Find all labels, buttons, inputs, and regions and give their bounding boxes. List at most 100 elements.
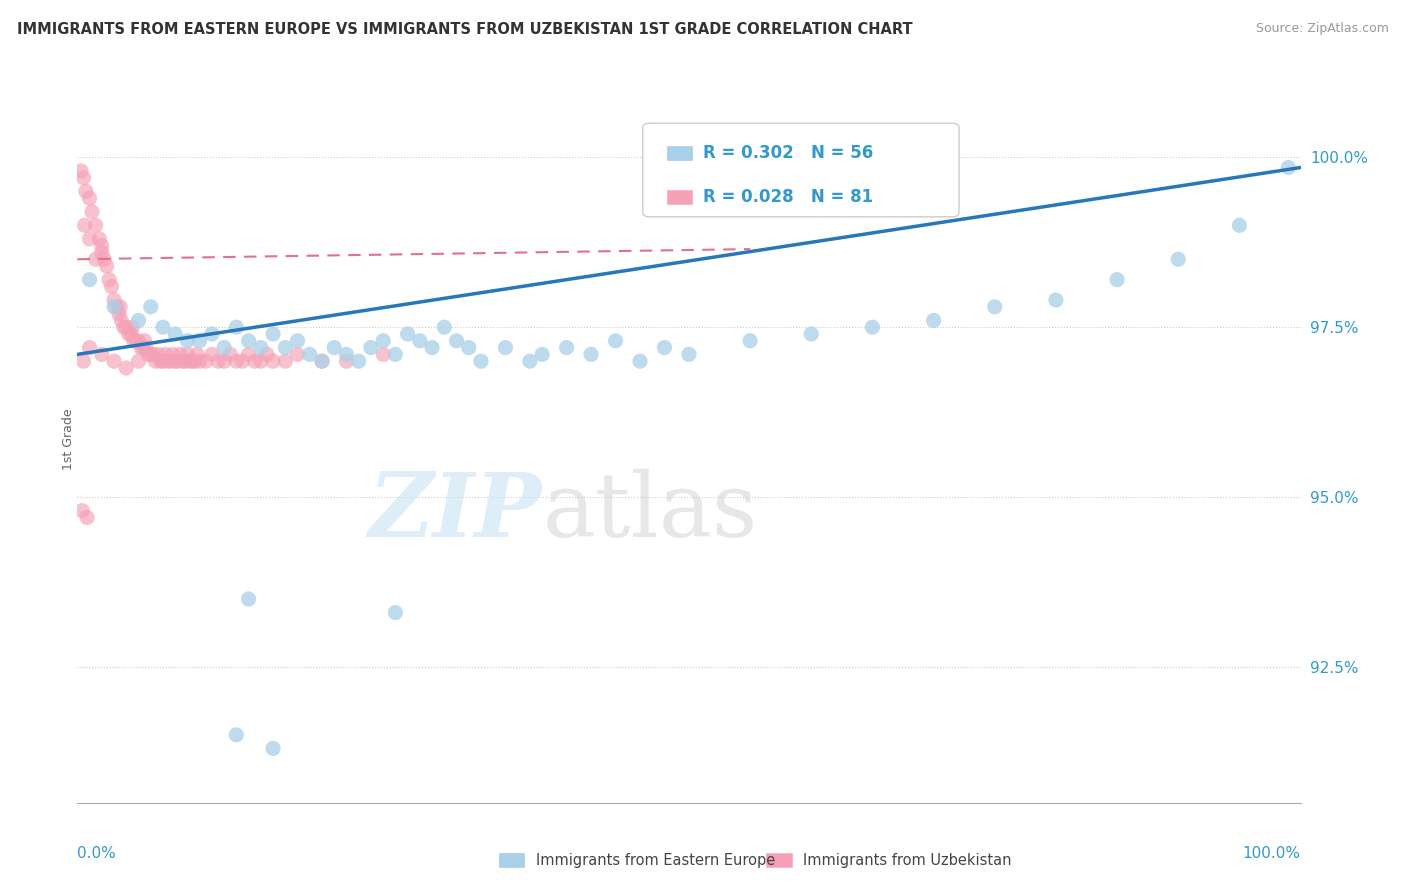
Point — [93, 252, 115, 267]
Point — [110, 313, 132, 327]
Point — [1045, 293, 1067, 307]
Point — [1107, 273, 1129, 287]
Point — [287, 334, 309, 348]
Point — [122, 334, 145, 348]
Point — [152, 354, 174, 368]
Point — [152, 320, 174, 334]
Text: Immigrants from Uzbekistan: Immigrants from Uzbekistan — [803, 853, 1011, 868]
Point — [118, 326, 141, 341]
Point — [135, 341, 157, 355]
Point — [174, 354, 197, 368]
Point — [70, 503, 93, 517]
Text: atlas: atlas — [543, 468, 758, 556]
Point — [201, 347, 224, 361]
Point — [433, 320, 456, 334]
Point — [108, 300, 131, 314]
Point — [84, 219, 107, 233]
Point — [800, 326, 823, 341]
Point — [250, 354, 273, 368]
Point — [186, 347, 208, 361]
Point — [243, 354, 266, 368]
Point — [172, 354, 194, 368]
Point — [396, 326, 419, 341]
Point — [149, 354, 172, 368]
Point — [194, 354, 217, 368]
Point — [156, 354, 179, 368]
Point — [98, 273, 121, 287]
Point — [80, 204, 103, 219]
Point — [274, 341, 297, 355]
Point — [90, 245, 112, 260]
Point — [335, 354, 357, 368]
Y-axis label: 1st Grade: 1st Grade — [62, 409, 75, 470]
Text: 100.0%: 100.0% — [1243, 847, 1301, 862]
Point — [145, 354, 167, 368]
Point — [127, 354, 149, 368]
Text: ZIP: ZIP — [368, 469, 543, 555]
Point — [176, 334, 198, 348]
Point — [100, 279, 122, 293]
Point — [740, 334, 762, 348]
Point — [678, 347, 700, 361]
Point — [79, 191, 101, 205]
Point — [112, 320, 135, 334]
Point — [125, 334, 148, 348]
Point — [371, 347, 394, 361]
Point — [654, 341, 676, 355]
Point — [127, 313, 149, 327]
Point — [862, 320, 884, 334]
Point — [103, 354, 125, 368]
Point — [103, 300, 125, 314]
Point — [238, 347, 260, 361]
Point — [457, 341, 479, 355]
Point — [250, 341, 273, 355]
Point — [420, 341, 443, 355]
Point — [1277, 161, 1299, 175]
Point — [184, 354, 207, 368]
Point — [89, 232, 111, 246]
Point — [120, 326, 142, 341]
Point — [72, 354, 94, 368]
Point — [384, 606, 406, 620]
Point — [984, 300, 1007, 314]
Point — [262, 326, 284, 341]
Point — [555, 341, 578, 355]
Text: R = 0.028   N = 81: R = 0.028 N = 81 — [703, 188, 873, 206]
Point — [212, 341, 235, 355]
Point — [136, 347, 159, 361]
Point — [311, 354, 333, 368]
Point — [162, 347, 184, 361]
Text: 0.0%: 0.0% — [77, 847, 117, 862]
Point — [231, 354, 253, 368]
Point — [165, 354, 187, 368]
Point — [139, 300, 162, 314]
Text: IMMIGRANTS FROM EASTERN EUROPE VS IMMIGRANTS FROM UZBEKISTAN 1ST GRADE CORRELATI: IMMIGRANTS FROM EASTERN EUROPE VS IMMIGR… — [17, 22, 912, 37]
Point — [179, 354, 201, 368]
Point — [134, 334, 156, 348]
Point — [90, 347, 112, 361]
Point — [176, 347, 198, 361]
Point — [274, 354, 297, 368]
Point — [105, 300, 128, 314]
Point — [298, 347, 321, 361]
Point — [1229, 219, 1251, 233]
Point — [76, 510, 98, 524]
Point — [155, 347, 177, 361]
Point — [287, 347, 309, 361]
Point — [169, 347, 191, 361]
Point — [84, 252, 107, 267]
Point — [79, 273, 101, 287]
Text: R = 0.302   N = 56: R = 0.302 N = 56 — [703, 145, 873, 162]
Point — [409, 334, 432, 348]
Point — [311, 354, 333, 368]
Point — [238, 334, 260, 348]
Point — [127, 334, 149, 348]
Point — [181, 354, 204, 368]
Point — [159, 354, 181, 368]
Point — [188, 354, 211, 368]
Point — [360, 341, 382, 355]
Point — [73, 219, 96, 233]
Point — [79, 341, 101, 355]
Point — [70, 164, 93, 178]
Point — [1167, 252, 1189, 267]
